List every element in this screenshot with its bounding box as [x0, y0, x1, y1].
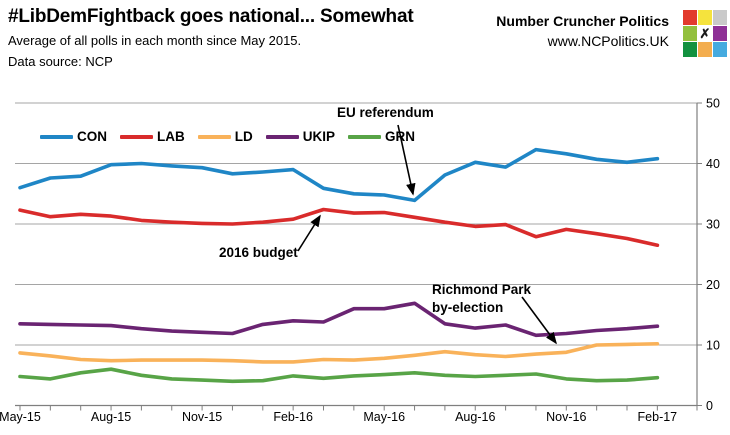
- brand-block: Number Cruncher Politics www.NCPolitics.…: [496, 11, 669, 51]
- x-axis-label: Nov-16: [546, 410, 586, 424]
- annotation-arrow: [297, 214, 321, 252]
- annotation-text: EU referendum: [337, 105, 434, 120]
- y-axis-label: 20: [706, 278, 720, 292]
- legend-label-ld: LD: [234, 129, 253, 144]
- y-axis-label: 30: [706, 218, 720, 232]
- logo-color-cell: [713, 10, 727, 25]
- logo-color-cell: [713, 26, 727, 41]
- annotation-text: 2016 budget: [219, 245, 298, 260]
- annotation-text: by-election: [432, 300, 503, 315]
- page-title: #LibDemFightback goes national... Somewh…: [8, 6, 414, 27]
- x-axis-label: Feb-17: [638, 410, 678, 424]
- chart-subtitle: Average of all polls in each month since…: [8, 33, 302, 48]
- x-axis-label: Aug-15: [91, 410, 131, 424]
- y-axis-label: 40: [706, 157, 720, 171]
- chart-legend: CON LAB LD UKIP GRN: [40, 129, 415, 144]
- x-axis-label: Feb-16: [273, 410, 313, 424]
- logo-x-cell: ✗: [698, 26, 712, 41]
- legend-swatch-lab: [120, 134, 153, 139]
- data-source-note: Data source: NCP: [8, 54, 113, 69]
- legend-swatch-ld: [197, 134, 231, 139]
- legend-item-ukip: UKIP: [265, 129, 336, 144]
- legend-swatch-con: [40, 134, 73, 139]
- ncp-logo: ✗: [683, 10, 727, 57]
- legend-label-con: CON: [77, 129, 107, 144]
- legend-label-lab: LAB: [157, 129, 185, 144]
- brand-url: www.NCPolitics.UK: [547, 33, 669, 49]
- annotation-arrow: [397, 124, 416, 196]
- logo-color-cell: [683, 26, 697, 41]
- poll-trend-chart: EU referendum 2016 budget Richmond Park by-…: [0, 95, 730, 430]
- brand-name: Number Cruncher Politics: [496, 13, 669, 29]
- y-axis-label: 0: [706, 399, 713, 413]
- x-axis-label: Nov-15: [182, 410, 222, 424]
- logo-color-cell: [683, 42, 697, 57]
- legend-label-ukip: UKIP: [302, 129, 336, 144]
- series-line-grn: [18, 367, 660, 384]
- x-axis-label: Aug-16: [455, 410, 495, 424]
- legend-item-con: CON: [40, 129, 107, 144]
- legend-swatch-grn: [348, 134, 382, 139]
- y-axis-label: 50: [706, 97, 720, 111]
- y-axis-label: 10: [706, 339, 720, 353]
- x-axis-label: May-16: [363, 410, 405, 424]
- legend-item-ld: LD: [197, 129, 253, 144]
- annotation-arrow: [521, 296, 557, 345]
- logo-color-cell: [698, 42, 712, 57]
- x-axis-label: May-15: [0, 410, 41, 424]
- legend-swatch-ukip: [265, 134, 299, 139]
- logo-color-cell: [683, 10, 697, 25]
- chart-canvas: EU referendum 2016 budget Richmond Park by-…: [0, 97, 720, 425]
- annotation-text: Richmond Park: [432, 282, 532, 297]
- legend-item-grn: GRN: [348, 129, 415, 144]
- series-line-lab: [18, 207, 660, 247]
- annotation-richmond-park: Richmond Park by-election: [432, 282, 557, 345]
- series-line-ld: [18, 342, 660, 364]
- logo-color-cell: [713, 42, 727, 57]
- legend-label-grn: GRN: [385, 129, 416, 144]
- logo-color-cell: [698, 10, 712, 25]
- annotation-2016-budget: 2016 budget: [219, 214, 321, 260]
- legend-item-lab: LAB: [120, 129, 185, 144]
- series-line-ukip: [18, 301, 660, 338]
- annotation-eu-referendum: EU referendum: [337, 105, 434, 196]
- series-line-con: [18, 147, 660, 203]
